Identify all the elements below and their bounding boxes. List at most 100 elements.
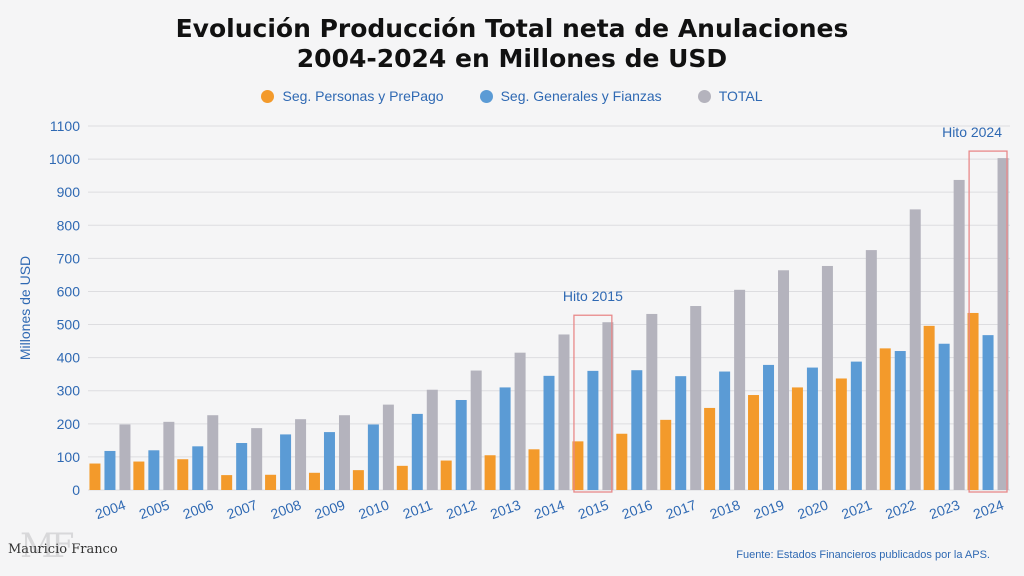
bar-personas <box>177 459 189 490</box>
x-tick-label: 2022 <box>883 496 918 522</box>
bar-total <box>690 306 702 490</box>
bar-personas <box>572 441 584 490</box>
bar-generales <box>850 361 862 490</box>
bar-generales <box>192 446 204 490</box>
y-tick-label: 1100 <box>50 118 80 134</box>
bar-generales <box>894 351 906 490</box>
chart-title-line-1: Evolución Producción Total neta de Anula… <box>175 14 849 43</box>
bar-personas <box>660 419 672 490</box>
bar-personas <box>923 325 935 490</box>
bar-generales <box>543 375 555 490</box>
bar-total <box>207 415 219 490</box>
source-note: Fuente: Estados Financieros publicados p… <box>736 549 990 561</box>
bar-total <box>865 250 877 490</box>
y-tick-label: 1000 <box>49 151 80 167</box>
x-tick-label: 2021 <box>839 496 874 522</box>
legend-swatch-personas <box>261 89 275 103</box>
bar-total <box>909 209 921 490</box>
bar-generales <box>982 335 994 490</box>
bar-total <box>514 352 526 490</box>
bar-total <box>997 158 1009 490</box>
legend-label-generales: Seg. Generales y Fianzas <box>500 88 662 104</box>
y-tick-label: 700 <box>57 250 81 266</box>
y-tick-label: 500 <box>57 317 81 333</box>
bar-total <box>470 370 482 490</box>
bar-personas <box>879 348 891 490</box>
chart-title-line-2: 2004-2024 en Millones de USD <box>296 44 728 73</box>
legend-swatch-generales <box>479 89 493 103</box>
bar-personas <box>616 433 628 490</box>
bar-generales <box>455 399 467 490</box>
y-tick-label: 200 <box>57 416 81 432</box>
bar-generales <box>587 370 599 490</box>
x-tick-label: 2009 <box>312 496 347 522</box>
x-tick-label: 2012 <box>444 496 479 522</box>
bar-generales <box>148 450 160 490</box>
legend-item-total: TOTAL <box>697 88 763 104</box>
bar-generales <box>763 364 775 490</box>
chart-title: Evolución Producción Total neta de Anula… <box>0 14 1024 74</box>
y-axis-label: Millones de USD <box>17 256 33 360</box>
bar-generales <box>236 443 248 490</box>
bar-total <box>646 313 658 490</box>
bar-personas <box>748 395 760 490</box>
y-tick-label: 100 <box>57 449 81 465</box>
x-tick-label: 2005 <box>137 496 172 522</box>
bar-generales <box>806 367 818 490</box>
y-tick-label: 800 <box>57 217 81 233</box>
bar-generales <box>938 343 950 490</box>
y-tick-label: 0 <box>72 482 80 498</box>
x-tick-label: 2010 <box>356 496 391 522</box>
bar-personas <box>89 463 101 490</box>
legend-label-total: TOTAL <box>718 88 763 104</box>
legend-swatch-total <box>697 89 711 103</box>
highlight-box <box>573 314 613 493</box>
chart-legend: Seg. Personas y PrePago Seg. Generales y… <box>0 88 1024 104</box>
bar-total <box>163 421 175 490</box>
signature-monogram: MF <box>20 526 74 566</box>
bar-personas <box>704 407 716 490</box>
bar-total <box>251 428 263 490</box>
y-tick-label: 900 <box>57 184 81 200</box>
bar-generales <box>411 413 423 490</box>
x-tick-label: 2008 <box>268 496 303 522</box>
author-signature: MF Mauricio Franco <box>6 526 126 570</box>
bar-personas <box>484 455 496 490</box>
bar-personas <box>440 460 452 490</box>
bar-total <box>295 419 307 490</box>
x-tick-label: 2007 <box>225 496 260 522</box>
bar-generales <box>104 450 116 490</box>
bar-total <box>734 289 746 490</box>
bar-personas <box>396 465 408 490</box>
y-tick-label: 300 <box>57 383 81 399</box>
bar-total <box>821 265 833 490</box>
x-tick-label: 2024 <box>971 496 1006 522</box>
y-tick-label: 400 <box>57 350 81 366</box>
bar-total <box>602 322 614 490</box>
x-tick-label: 2006 <box>181 496 216 522</box>
x-tick-label: 2019 <box>751 496 786 522</box>
bar-personas <box>133 461 145 490</box>
bar-personas <box>967 312 979 490</box>
bar-total <box>382 404 394 490</box>
bar-generales <box>631 370 643 490</box>
legend-label-personas: Seg. Personas y PrePago <box>282 88 444 104</box>
x-tick-label: 2020 <box>795 496 830 522</box>
bar-personas <box>352 470 364 490</box>
signature-name: Mauricio Franco <box>8 542 118 557</box>
y-tick-label: 600 <box>57 283 81 299</box>
bar-generales <box>499 387 511 490</box>
bar-personas <box>221 475 233 490</box>
bar-generales <box>719 371 731 490</box>
x-tick-label: 2014 <box>532 496 567 522</box>
x-tick-label: 2011 <box>401 497 435 522</box>
bar-personas <box>528 449 540 490</box>
bar-total <box>778 270 790 490</box>
bar-total <box>953 179 965 491</box>
bar-personas <box>835 378 847 490</box>
highlight-box <box>968 150 1008 493</box>
x-tick-label: 2017 <box>664 496 699 522</box>
bar-personas <box>791 387 803 490</box>
bar-generales <box>280 434 292 490</box>
